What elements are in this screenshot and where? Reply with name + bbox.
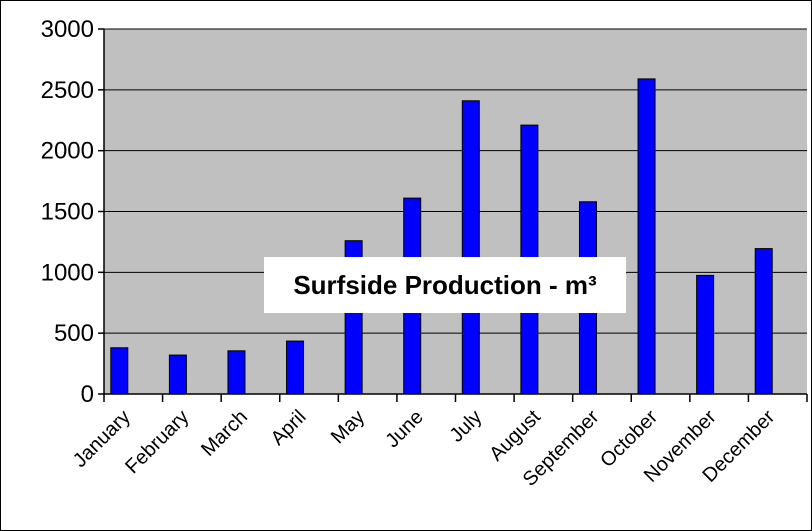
y-tick-label: 500 [54, 320, 94, 347]
bar-march [227, 350, 246, 395]
y-tick-label: 1500 [41, 199, 94, 226]
x-tick-label-february: February [121, 406, 193, 478]
bar-january [110, 347, 129, 395]
bar-april [286, 340, 305, 395]
chart-title-box: Surfside Production - m³ [264, 257, 626, 313]
x-tick-label-june: June [382, 406, 428, 452]
x-tick-label-april: April [267, 406, 311, 450]
bar-july [461, 100, 480, 395]
x-tick-label-march: March [197, 406, 252, 461]
axes [98, 28, 808, 402]
bar-december [754, 248, 773, 395]
y-tick-label: 2000 [41, 138, 94, 165]
y-tick-label: 0 [81, 381, 94, 408]
y-tick-label: 3000 [41, 16, 94, 43]
x-tick-label-july: July [446, 406, 487, 447]
x-tick-label-may: May [327, 406, 369, 448]
y-tick-label: 1000 [41, 259, 94, 286]
y-tick-label: 2500 [41, 77, 94, 104]
bar-february [168, 354, 187, 395]
y-tick-labels: 0 500 1000 1500 2000 2500 3000 [41, 16, 94, 408]
chart-title: Surfside Production - m³ [293, 269, 597, 300]
bar-november [696, 274, 715, 395]
bar-october [637, 78, 656, 395]
